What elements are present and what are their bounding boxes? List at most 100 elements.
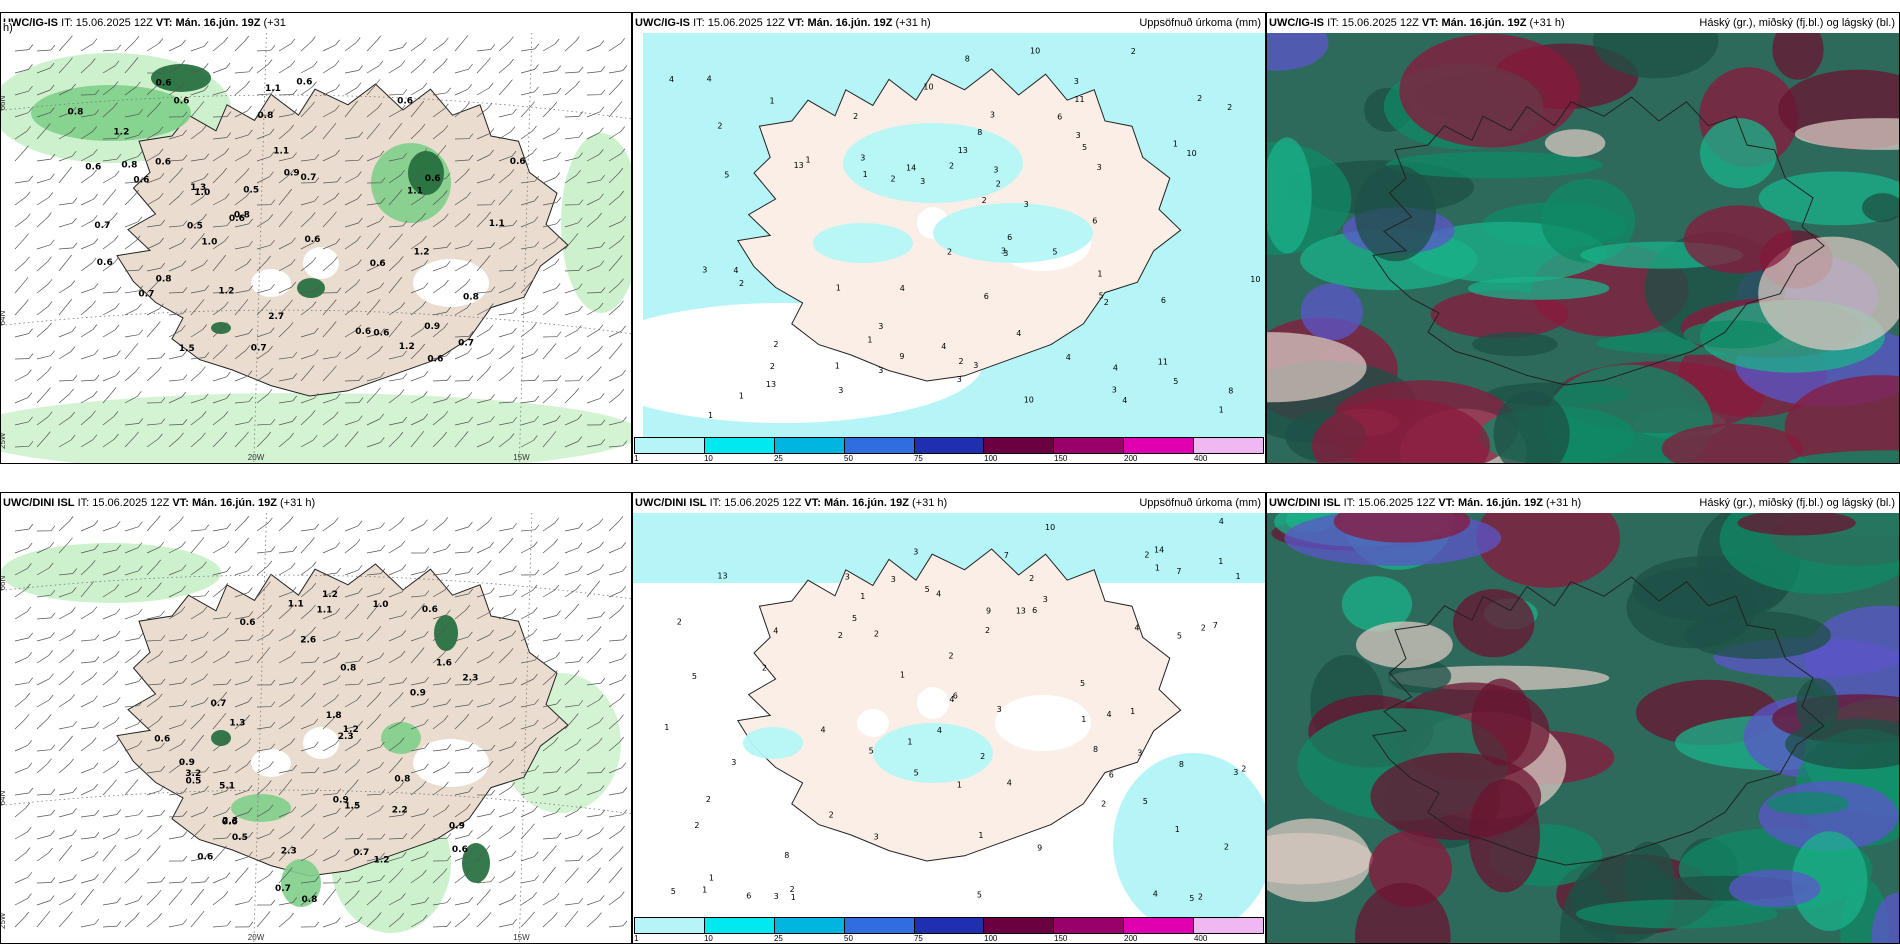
- wind-barb: [542, 675, 554, 686]
- wind-barb-flag: [599, 40, 605, 46]
- wind-barb: [608, 348, 619, 360]
- wind-barb: [498, 421, 513, 426]
- wind-barb: [520, 659, 535, 664]
- wind-barb-flag: [423, 519, 428, 525]
- wind-barb: [542, 202, 557, 206]
- value-label: 1: [907, 738, 912, 747]
- wind-barb-flag: [533, 348, 539, 355]
- wind-barb-flag: [463, 431, 469, 437]
- wind-barb-flag: [510, 126, 516, 132]
- wind-barb-flag: [248, 328, 253, 334]
- wind-barb: [476, 399, 491, 404]
- wind-barb: [432, 766, 446, 774]
- wind-barb-flag: [181, 541, 186, 547]
- wind-barb: [410, 153, 424, 162]
- iceland-outline: [1372, 96, 1825, 386]
- wind-barb-flag: [334, 517, 339, 523]
- wind-barb: [80, 611, 94, 620]
- wind-barb-flag: [24, 299, 29, 305]
- value-label: 2: [1241, 765, 1246, 774]
- wind-barb: [212, 137, 227, 140]
- value-label: 1.1: [265, 84, 281, 94]
- value-label: 3: [957, 375, 962, 384]
- wind-barb: [366, 550, 381, 554]
- wind-barb: [256, 244, 271, 250]
- value-label: 1.0: [194, 188, 210, 198]
- wind-barb-flag: [534, 765, 539, 771]
- wind-barb-flag: [182, 220, 188, 226]
- wind-barb-flag: [446, 375, 452, 381]
- wind-barb: [344, 699, 358, 708]
- wind-barb-flag: [508, 537, 514, 544]
- wind-barb: [80, 639, 95, 642]
- wind-barb-flag: [600, 419, 606, 426]
- wind-barb-flag: [135, 912, 140, 918]
- wind-barb: [520, 589, 534, 598]
- wind-barb-flag: [577, 805, 582, 811]
- wind-barb: [146, 153, 160, 162]
- value-label: 1.6: [436, 659, 452, 669]
- wind-barb: [212, 259, 222, 272]
- cloud-area: [1453, 589, 1535, 658]
- wind-barb-flag: [287, 778, 293, 785]
- wind-barb: [520, 703, 535, 708]
- value-label: 2.3: [222, 817, 238, 827]
- wind-barb-flag: [204, 852, 209, 859]
- wind-barb: [498, 787, 511, 796]
- value-label: 1: [791, 893, 796, 902]
- wind-barb-flag: [578, 656, 584, 662]
- wind-barb: [498, 653, 510, 664]
- value-label: 2: [982, 196, 987, 205]
- wind-barb-flag: [290, 38, 296, 45]
- wind-barb-flag: [160, 635, 166, 641]
- wind-barb: [212, 571, 227, 576]
- value-label: 1: [957, 781, 962, 790]
- wind-barb: [146, 720, 159, 730]
- wind-barb: [388, 814, 403, 818]
- lead-time: (+31 h): [1529, 17, 1565, 29]
- wind-barb-flag: [156, 80, 162, 86]
- value-label: 4: [1219, 517, 1224, 526]
- wind-barb: [300, 290, 315, 294]
- wind-barb: [58, 247, 74, 250]
- shade-area: [231, 794, 291, 822]
- wind-barb: [256, 652, 267, 664]
- wind-barb-flag: [512, 677, 518, 684]
- wind-barb: [256, 551, 271, 554]
- wind-barb-flag: [245, 191, 251, 197]
- wind-barb-flag: [489, 541, 494, 548]
- value-label: 2: [853, 112, 858, 121]
- colorbar-tick-label: 25: [773, 934, 783, 943]
- wind-barb-flag: [355, 539, 361, 545]
- wind-barb-flag: [555, 652, 561, 658]
- wind-barb-flag: [621, 586, 627, 592]
- wind-barb: [146, 894, 158, 906]
- wind-barb: [476, 260, 487, 272]
- wind-barb: [146, 615, 161, 620]
- wind-barb: [300, 566, 313, 576]
- wind-barb-flag: [94, 544, 99, 550]
- wind-barb-flag: [358, 217, 363, 224]
- wind-barb: [388, 65, 402, 74]
- wind-barb-flag: [269, 171, 274, 177]
- wind-barb-flag: [25, 847, 31, 853]
- wind-barb-flag: [291, 281, 296, 288]
- wind-barb-flag: [182, 831, 188, 837]
- wind-barb-flag: [490, 876, 496, 882]
- wind-barb: [190, 566, 203, 576]
- wind-barb-flag: [331, 321, 337, 327]
- wind-barb: [168, 437, 180, 448]
- wind-barb: [520, 879, 535, 884]
- wind-barb-flag: [201, 432, 206, 438]
- value-label: 0.8: [257, 111, 273, 121]
- wind-barb-flag: [444, 279, 449, 286]
- wind-barb: [322, 546, 336, 554]
- wind-barb: [102, 743, 116, 752]
- wind-barb: [80, 788, 94, 796]
- wind-barb-flag: [28, 64, 33, 70]
- wind-barb: [212, 172, 224, 184]
- wind-barb-flag: [622, 565, 627, 572]
- wind-barb-flag: [157, 824, 163, 831]
- wind-barb-flag: [113, 411, 119, 417]
- wind-barb-flag: [158, 715, 163, 722]
